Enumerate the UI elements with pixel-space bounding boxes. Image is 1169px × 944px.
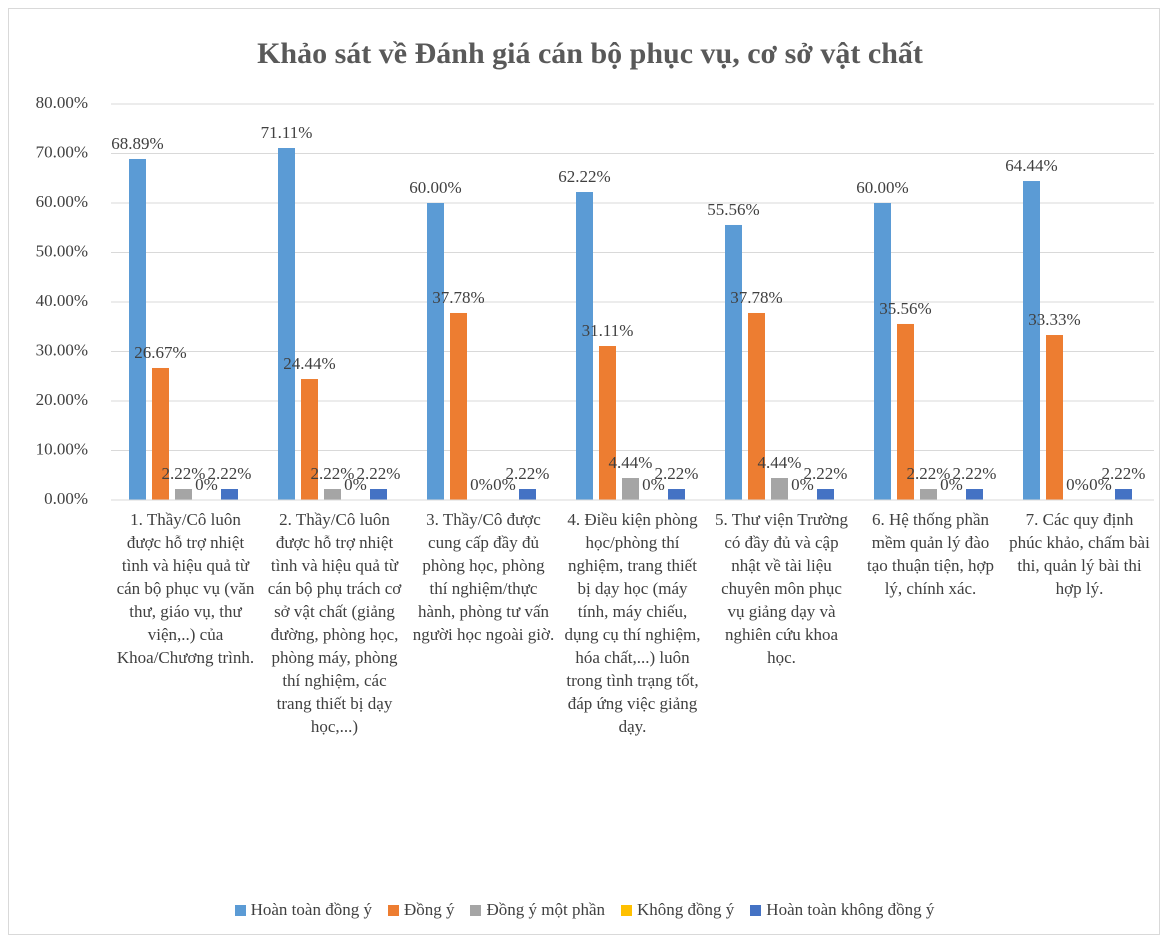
- legend-label: Đồng ý: [403, 900, 455, 919]
- bar: [1115, 489, 1132, 500]
- data-label: 0%: [344, 475, 367, 494]
- x-tick-label: 5. Thư viện Trường có đầy đủ và cập nhật…: [715, 510, 848, 667]
- y-tick-label: 20.00%: [36, 390, 88, 409]
- data-label: 60.00%: [856, 178, 908, 197]
- bar: [427, 203, 444, 500]
- bar: [370, 489, 387, 500]
- bar: [324, 489, 341, 500]
- data-label: 24.44%: [283, 354, 335, 373]
- data-label: 71.11%: [261, 123, 313, 142]
- bar: [874, 203, 891, 500]
- data-label: 26.67%: [134, 343, 186, 362]
- x-tick-label: 1. Thầy/Cô luôn được hỗ trợ nhiệt tình v…: [116, 510, 255, 667]
- bar: [576, 192, 593, 501]
- data-label: 2.22%: [162, 464, 206, 483]
- y-tick-label: 60.00%: [36, 192, 88, 211]
- data-label: 31.11%: [582, 321, 634, 340]
- data-label: 2.22%: [506, 464, 550, 483]
- x-tick-label: 2. Thầy/Cô luôn được hỗ trợ nhiệt tình v…: [267, 510, 402, 736]
- data-label: 60.00%: [409, 178, 461, 197]
- data-label: 2.22%: [357, 464, 401, 483]
- legend-item: Đồng ý một phần: [470, 900, 605, 920]
- bar: [897, 323, 914, 500]
- data-label: 2.22%: [311, 464, 355, 483]
- y-tick-label: 50.00%: [36, 241, 88, 260]
- data-label: 2.22%: [1102, 464, 1146, 483]
- y-tick-label: 0.00%: [44, 489, 88, 508]
- data-label: 33.33%: [1028, 310, 1080, 329]
- legend-swatch: [387, 904, 399, 916]
- data-label: 64.44%: [1005, 156, 1057, 175]
- x-tick-label: 3. Thầy/Cô được cung cấp đầy đủ phòng họ…: [412, 510, 555, 644]
- legend-swatch: [234, 904, 246, 916]
- data-label: 0%: [1066, 475, 1089, 494]
- data-label: 37.78%: [432, 288, 484, 307]
- legend: Hoàn toàn đồng ý Đồng ý Đồng ý một phần Khô…: [0, 900, 1169, 920]
- legend-item: Không đồng ý: [621, 900, 734, 920]
- bar: [725, 224, 742, 500]
- bar: [668, 489, 685, 500]
- data-label: 2.22%: [953, 464, 997, 483]
- data-label: 55.56%: [707, 200, 759, 219]
- bar: [599, 346, 616, 500]
- legend-label: Không đồng ý: [637, 900, 735, 919]
- data-label: 4.44%: [758, 453, 802, 472]
- x-tick-label: 4. Điều kiện phòng học/phòng thí nghiệm,…: [564, 510, 701, 736]
- data-label: 0%: [940, 475, 963, 494]
- data-label: 0%: [791, 475, 814, 494]
- y-tick-label: 40.00%: [36, 291, 88, 310]
- bar: [221, 489, 238, 500]
- bar: [519, 489, 536, 500]
- bar: [771, 478, 788, 500]
- legend-item: Hoàn toàn không đồng ý: [750, 900, 934, 920]
- data-label: 4.44%: [609, 453, 653, 472]
- legend-item: Hoàn toàn đồng ý: [234, 900, 372, 920]
- data-label: 0%: [195, 475, 218, 494]
- data-label: 0%: [642, 475, 665, 494]
- data-label: 0%: [493, 475, 516, 494]
- legend-label: Đồng ý một phần: [486, 900, 606, 919]
- data-label: 2.22%: [804, 464, 848, 483]
- bar: [301, 379, 318, 500]
- bar: [966, 489, 983, 500]
- data-label: 0%: [470, 475, 493, 494]
- data-label: 2.22%: [208, 464, 252, 483]
- bar: [278, 148, 295, 500]
- y-tick-label: 80.00%: [36, 93, 88, 112]
- data-label: 0%: [1089, 475, 1112, 494]
- bar: [129, 158, 146, 500]
- legend-swatch: [470, 904, 482, 916]
- legend-item: Đồng ý: [387, 900, 455, 920]
- legend-swatch: [750, 904, 762, 916]
- bar: [450, 312, 467, 500]
- data-label: 37.78%: [730, 288, 782, 307]
- bar: [817, 489, 834, 500]
- x-tick-label: 7. Các quy định phúc khảo, chấm bài thi,…: [1009, 510, 1150, 598]
- bar: [175, 489, 192, 500]
- legend-label: Hoàn toàn không đồng ý: [766, 900, 935, 919]
- y-tick-label: 30.00%: [36, 340, 88, 359]
- data-label: 68.89%: [111, 134, 163, 153]
- data-label: 35.56%: [879, 299, 931, 318]
- legend-label: Hoàn toàn đồng ý: [250, 900, 372, 919]
- bar: [152, 367, 169, 500]
- bar: [622, 478, 639, 500]
- data-label: 62.22%: [558, 167, 610, 186]
- bar: [920, 489, 937, 500]
- y-tick-label: 70.00%: [36, 142, 88, 161]
- bar: [1046, 335, 1063, 500]
- x-tick-label: 6. Hệ thống phần mềm quản lý đào tạo thu…: [866, 510, 995, 598]
- bar: [748, 312, 765, 500]
- data-label: 2.22%: [655, 464, 699, 483]
- chart-title: Khảo sát về Đánh giá cán bộ phục vụ, cơ …: [257, 37, 923, 70]
- data-label: 2.22%: [907, 464, 951, 483]
- legend-swatch: [621, 904, 633, 916]
- bar: [1023, 181, 1040, 500]
- y-tick-label: 10.00%: [36, 439, 88, 458]
